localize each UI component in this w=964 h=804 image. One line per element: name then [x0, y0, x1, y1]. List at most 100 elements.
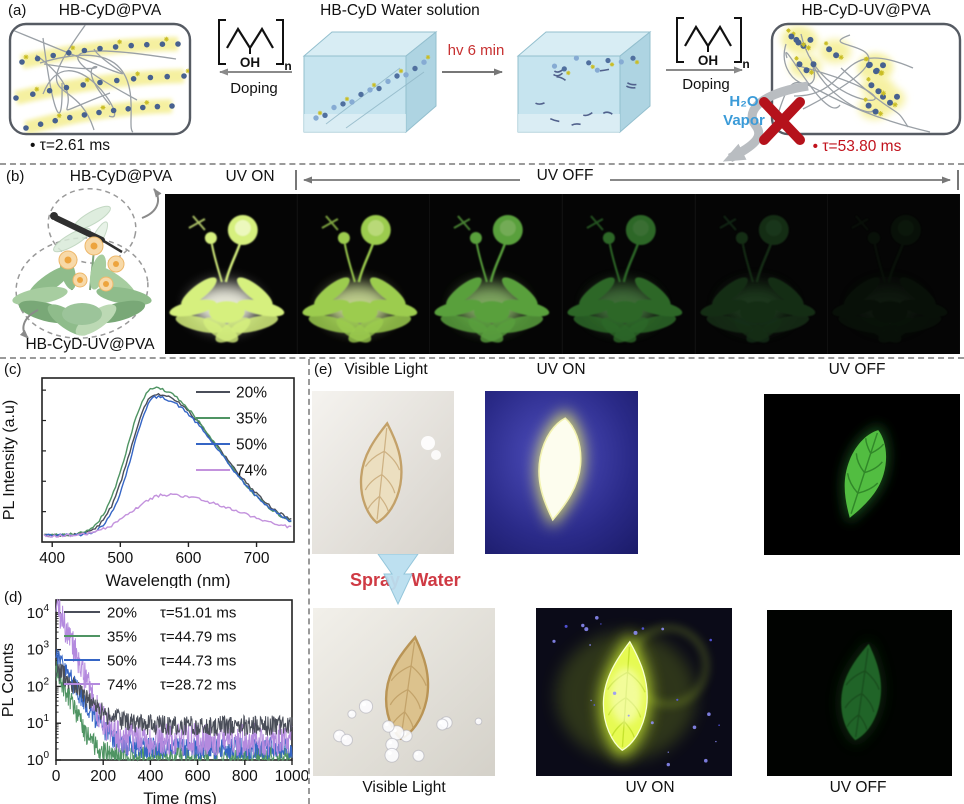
pl-decay-chart: 0 200 400 600 800 1000 100 101 102 103 104 Time (ms…: [0, 598, 308, 804]
uv-speckle: [661, 627, 665, 631]
uv-speckle: [666, 762, 670, 767]
panel-b-label: (b): [6, 168, 25, 185]
pva-n-label: n: [284, 59, 291, 73]
vapor-line1: H₂O: [729, 93, 759, 110]
uv-speckle: [633, 630, 638, 635]
d-series-20%: [55, 663, 293, 737]
plant-rosette: [12, 249, 152, 336]
d-legend-label: 74%: [107, 677, 137, 694]
svg-text:100: 100: [27, 750, 50, 769]
d-legend-label: 35%: [107, 629, 137, 646]
uv-speckle: [707, 712, 711, 716]
divider-a-b: [0, 163, 964, 165]
c-plot-frame: [41, 377, 295, 543]
doping-arrow-right: [666, 66, 743, 74]
pva-oh-label: OH: [698, 53, 718, 68]
uv-speckle: [704, 758, 708, 763]
e-top-title-visible: Visible Light: [344, 361, 428, 378]
uv-speckle: [692, 725, 697, 730]
polymer-network-diagram-right: [770, 22, 962, 136]
photo-leaf-uvoff-top: [764, 394, 960, 555]
uv-speckle: [709, 638, 712, 642]
uv-speckle: [581, 623, 585, 628]
flowers: [58, 236, 125, 292]
uv-sequence-frame-6: [828, 194, 961, 354]
panel-a-left-title: HB-CyD@PVA: [58, 2, 162, 19]
svg-text:600: 600: [175, 550, 201, 567]
vapor-label: H₂O Vapor: [704, 92, 784, 130]
svg-text:600: 600: [185, 768, 211, 785]
vapor-line2: Vapor: [723, 112, 765, 129]
c-series-50%: [43, 394, 292, 537]
panel-a-right-tau: • τ=53.80 ms: [772, 138, 942, 156]
panel-d-label: (d): [4, 589, 23, 606]
divider-b-cde: [0, 357, 964, 359]
network-decoration: [778, 26, 931, 133]
uv-speckle: [590, 699, 592, 702]
svg-text:200: 200: [90, 768, 116, 785]
polymer-network-diagram-left: [8, 22, 192, 136]
bullet: •: [30, 137, 36, 154]
e-bottom-title-uvon: UV ON: [625, 779, 675, 796]
svg-text:700: 700: [244, 550, 270, 567]
svg-text:1000: 1000: [275, 768, 308, 785]
d-legend-label: 50%: [107, 653, 137, 670]
panel-a-label: (a): [8, 2, 27, 19]
red-x-icon: [759, 97, 805, 145]
panel-a-right-title: HB-CyD-UV@PVA: [801, 2, 931, 19]
arrow-to-top-label: [141, 188, 162, 219]
d-legend-tau: τ=28.72 ms: [160, 677, 236, 694]
svg-text:104: 104: [27, 603, 50, 622]
panel-b-bottom-label: HB-CyD-UV@PVA: [25, 336, 155, 353]
water-box-after-uv: [516, 30, 652, 134]
uv-sequence-frame-4: [563, 194, 695, 354]
uv-off-span-arrow: [295, 170, 959, 190]
water-droplet: [412, 749, 425, 762]
photo-leaf-uvoff-bottom: [767, 610, 952, 776]
hv-arrow: [442, 68, 503, 76]
bullet: •: [812, 138, 819, 155]
svg-text:800: 800: [232, 768, 258, 785]
water-droplet: [384, 747, 400, 763]
svg-text:400: 400: [137, 768, 163, 785]
panel-a-left-tau: • τ=2.61 ms: [30, 137, 110, 155]
panel-c-label: (c): [4, 361, 22, 378]
c-legend-label: 35%: [236, 411, 267, 428]
c-legend-label: 74%: [236, 463, 267, 480]
arrow-to-bottom-label: [19, 309, 39, 339]
c-legend-label: 50%: [236, 437, 267, 454]
photo-leaf-visible-bottom: [313, 608, 495, 776]
uv-speckle: [584, 627, 589, 632]
solution-title: HB-CyD Water solution: [320, 2, 480, 19]
c-series-74%: [43, 493, 292, 538]
d-series-35%: [55, 660, 293, 762]
uv-speckle: [627, 714, 630, 717]
doping-label-right: Doping: [682, 76, 730, 93]
d-legend-tau: τ=44.79 ms: [160, 629, 236, 646]
spray-water-arrow-icon: [377, 554, 419, 606]
d-ylabel: PL Counts: [0, 643, 17, 717]
svg-text:500: 500: [107, 550, 133, 567]
vapor-blocked-arrow: [722, 81, 809, 163]
uv-speckle: [718, 724, 720, 726]
water-droplet: [436, 718, 449, 731]
uv-speckle: [612, 691, 617, 695]
e-bottom-title-uvoff: UV OFF: [829, 779, 887, 796]
pva-n-label: n: [742, 57, 749, 71]
doping-label-left: Doping: [230, 80, 278, 97]
photo-leaf-uvon-bottom: [536, 608, 732, 776]
svg-text:101: 101: [27, 713, 50, 732]
uv-speckle: [589, 644, 591, 646]
e-top-title-uvon: UV ON: [536, 361, 586, 378]
pl-spectra-chart: 400 500 600 700 Wavelength (nm) PL Intensity …: [1, 377, 295, 588]
divider-cd-e: [308, 359, 310, 804]
uv-speckle: [667, 751, 669, 753]
plant-illustration: [12, 188, 162, 339]
water-droplet: [474, 717, 483, 726]
uv-speckle: [564, 624, 568, 628]
uv-sequence-frame-1: [165, 194, 297, 354]
uv-speckle: [676, 698, 679, 701]
water-droplet: [340, 733, 353, 747]
d-legend-tau: τ=44.73 ms: [160, 653, 236, 670]
